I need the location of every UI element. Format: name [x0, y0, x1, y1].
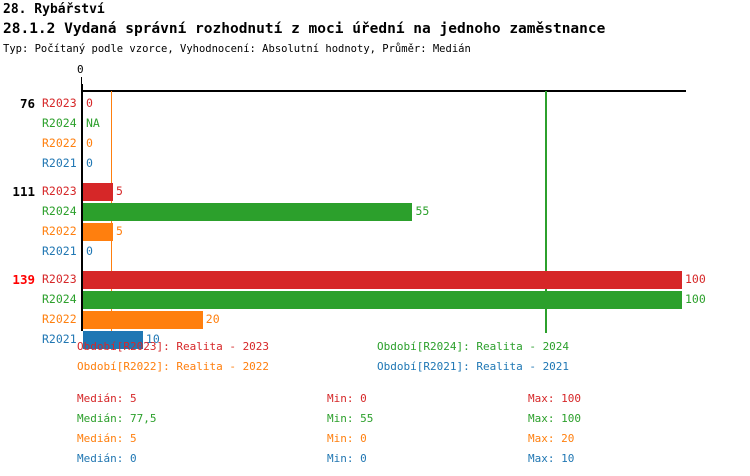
- bar-row[interactable]: R2023 100: [0, 270, 750, 290]
- bar-row[interactable]: R2021 0: [0, 242, 750, 262]
- bar-row-label-R2024: R2024: [42, 116, 77, 130]
- bar-row-label-R2022: R2022: [42, 224, 77, 238]
- bar-R2021[interactable]: [83, 331, 143, 349]
- bar-R2023[interactable]: [83, 183, 113, 201]
- group-label-76: 76: [19, 96, 35, 111]
- bar-value-R2024: NA: [86, 116, 100, 130]
- bar-R2022[interactable]: [83, 311, 203, 329]
- bar-chart-plot: 0 R2023 0 R2024 NA R2022 0 R2021 0 R2023 5 R2024 55…: [0, 58, 750, 349]
- bar-row-label-R2022: R2022: [42, 312, 77, 326]
- stat-max-0: Max: 100: [528, 392, 581, 405]
- bar-value-R2022: 5: [115, 224, 123, 238]
- stat-median-1: Medián: 77,5: [77, 412, 157, 425]
- stat-max-2: Max: 20: [528, 432, 575, 445]
- stat-median-0: Medián: 5: [77, 392, 137, 405]
- bar-row[interactable]: R2021 0: [0, 154, 750, 174]
- bar-row[interactable]: R2022 20: [0, 310, 750, 330]
- bar-value-R2023: 0: [86, 96, 93, 110]
- chart-statistics: Medián: 5 Min: 0 Max: 100 Medián: 77,5 Min: …: [0, 392, 750, 476]
- bar-row-label-R2024: R2024: [42, 292, 77, 306]
- bar-value-R2023: 5: [115, 184, 123, 198]
- stat-min-1: Min: 55: [327, 412, 374, 425]
- chart-legend: Období[R2023]: Realita - 2023 Období[R202…: [0, 340, 750, 380]
- bar-value-R2021: 0: [86, 156, 93, 170]
- bar-row-label-R2023: R2023: [42, 96, 77, 110]
- bar-row[interactable]: R2023 0: [0, 94, 750, 114]
- stat-max-3: Max: 10: [528, 452, 575, 465]
- bar-value-R2024: 100: [685, 292, 706, 306]
- section-heading: 28. Rybářství: [3, 2, 105, 17]
- bar-row[interactable]: R2024 100: [0, 290, 750, 310]
- stat-min-0: Min: 0: [327, 392, 367, 405]
- x-axis-line: [81, 90, 686, 92]
- group-label-139: 139: [12, 272, 35, 287]
- bar-R2024[interactable]: [83, 291, 682, 309]
- bar-value-R2021: 10: [145, 332, 160, 346]
- stat-max-1: Max: 100: [528, 412, 581, 425]
- bar-row-label-R2023: R2023: [42, 184, 77, 198]
- legend-item-1[interactable]: Období[R2024]: Realita - 2024: [377, 340, 570, 353]
- bar-value-R2021: 0: [86, 244, 93, 258]
- bar-row-label-R2022: R2022: [42, 136, 77, 150]
- bar-R2022[interactable]: [83, 223, 113, 241]
- bar-value-R2022: 0: [86, 136, 93, 150]
- stat-min-2: Min: 0: [327, 432, 367, 445]
- bar-row[interactable]: R2022 5: [0, 222, 750, 242]
- bar-value-R2023: 100: [685, 272, 706, 286]
- bar-row-label-R2023: R2023: [42, 272, 77, 286]
- group-label-111: 111: [12, 184, 35, 199]
- bar-row-label-R2021: R2021: [42, 332, 77, 346]
- stat-min-3: Min: 0: [327, 452, 367, 465]
- legend-item-0[interactable]: Období[R2023]: Realita - 2023: [77, 340, 270, 353]
- bar-R2024[interactable]: [83, 203, 413, 221]
- page-title: 28.1.2 Vydaná správní rozhodnutí z moci …: [3, 21, 606, 37]
- legend-item-3[interactable]: Období[R2021]: Realita - 2021: [377, 360, 570, 373]
- bar-row-label-R2021: R2021: [42, 244, 77, 258]
- stat-median-2: Medián: 5: [77, 432, 137, 445]
- y-axis-line: [81, 84, 83, 331]
- stat-median-3: Medián: 0: [77, 452, 137, 465]
- bar-value-R2024: 55: [415, 204, 430, 218]
- bar-row[interactable]: R2022 0: [0, 134, 750, 154]
- bar-row[interactable]: R2024 NA: [0, 114, 750, 134]
- bar-row-label-R2024: R2024: [42, 204, 77, 218]
- bar-R2023[interactable]: [83, 271, 682, 289]
- bar-row[interactable]: R2024 55: [0, 202, 750, 222]
- gridline-median-1: [545, 91, 547, 333]
- chart-subtitle: Typ: Počítaný podle vzorce, Vyhodnocení:…: [3, 43, 471, 55]
- legend-item-2[interactable]: Období[R2022]: Realita - 2022: [77, 360, 270, 373]
- bar-row[interactable]: R2021 10: [0, 330, 750, 350]
- axis-tick-label-0: 0: [77, 63, 84, 76]
- bar-row[interactable]: R2023 5: [0, 182, 750, 202]
- bar-value-R2022: 20: [205, 312, 220, 326]
- bar-row-label-R2021: R2021: [42, 156, 77, 170]
